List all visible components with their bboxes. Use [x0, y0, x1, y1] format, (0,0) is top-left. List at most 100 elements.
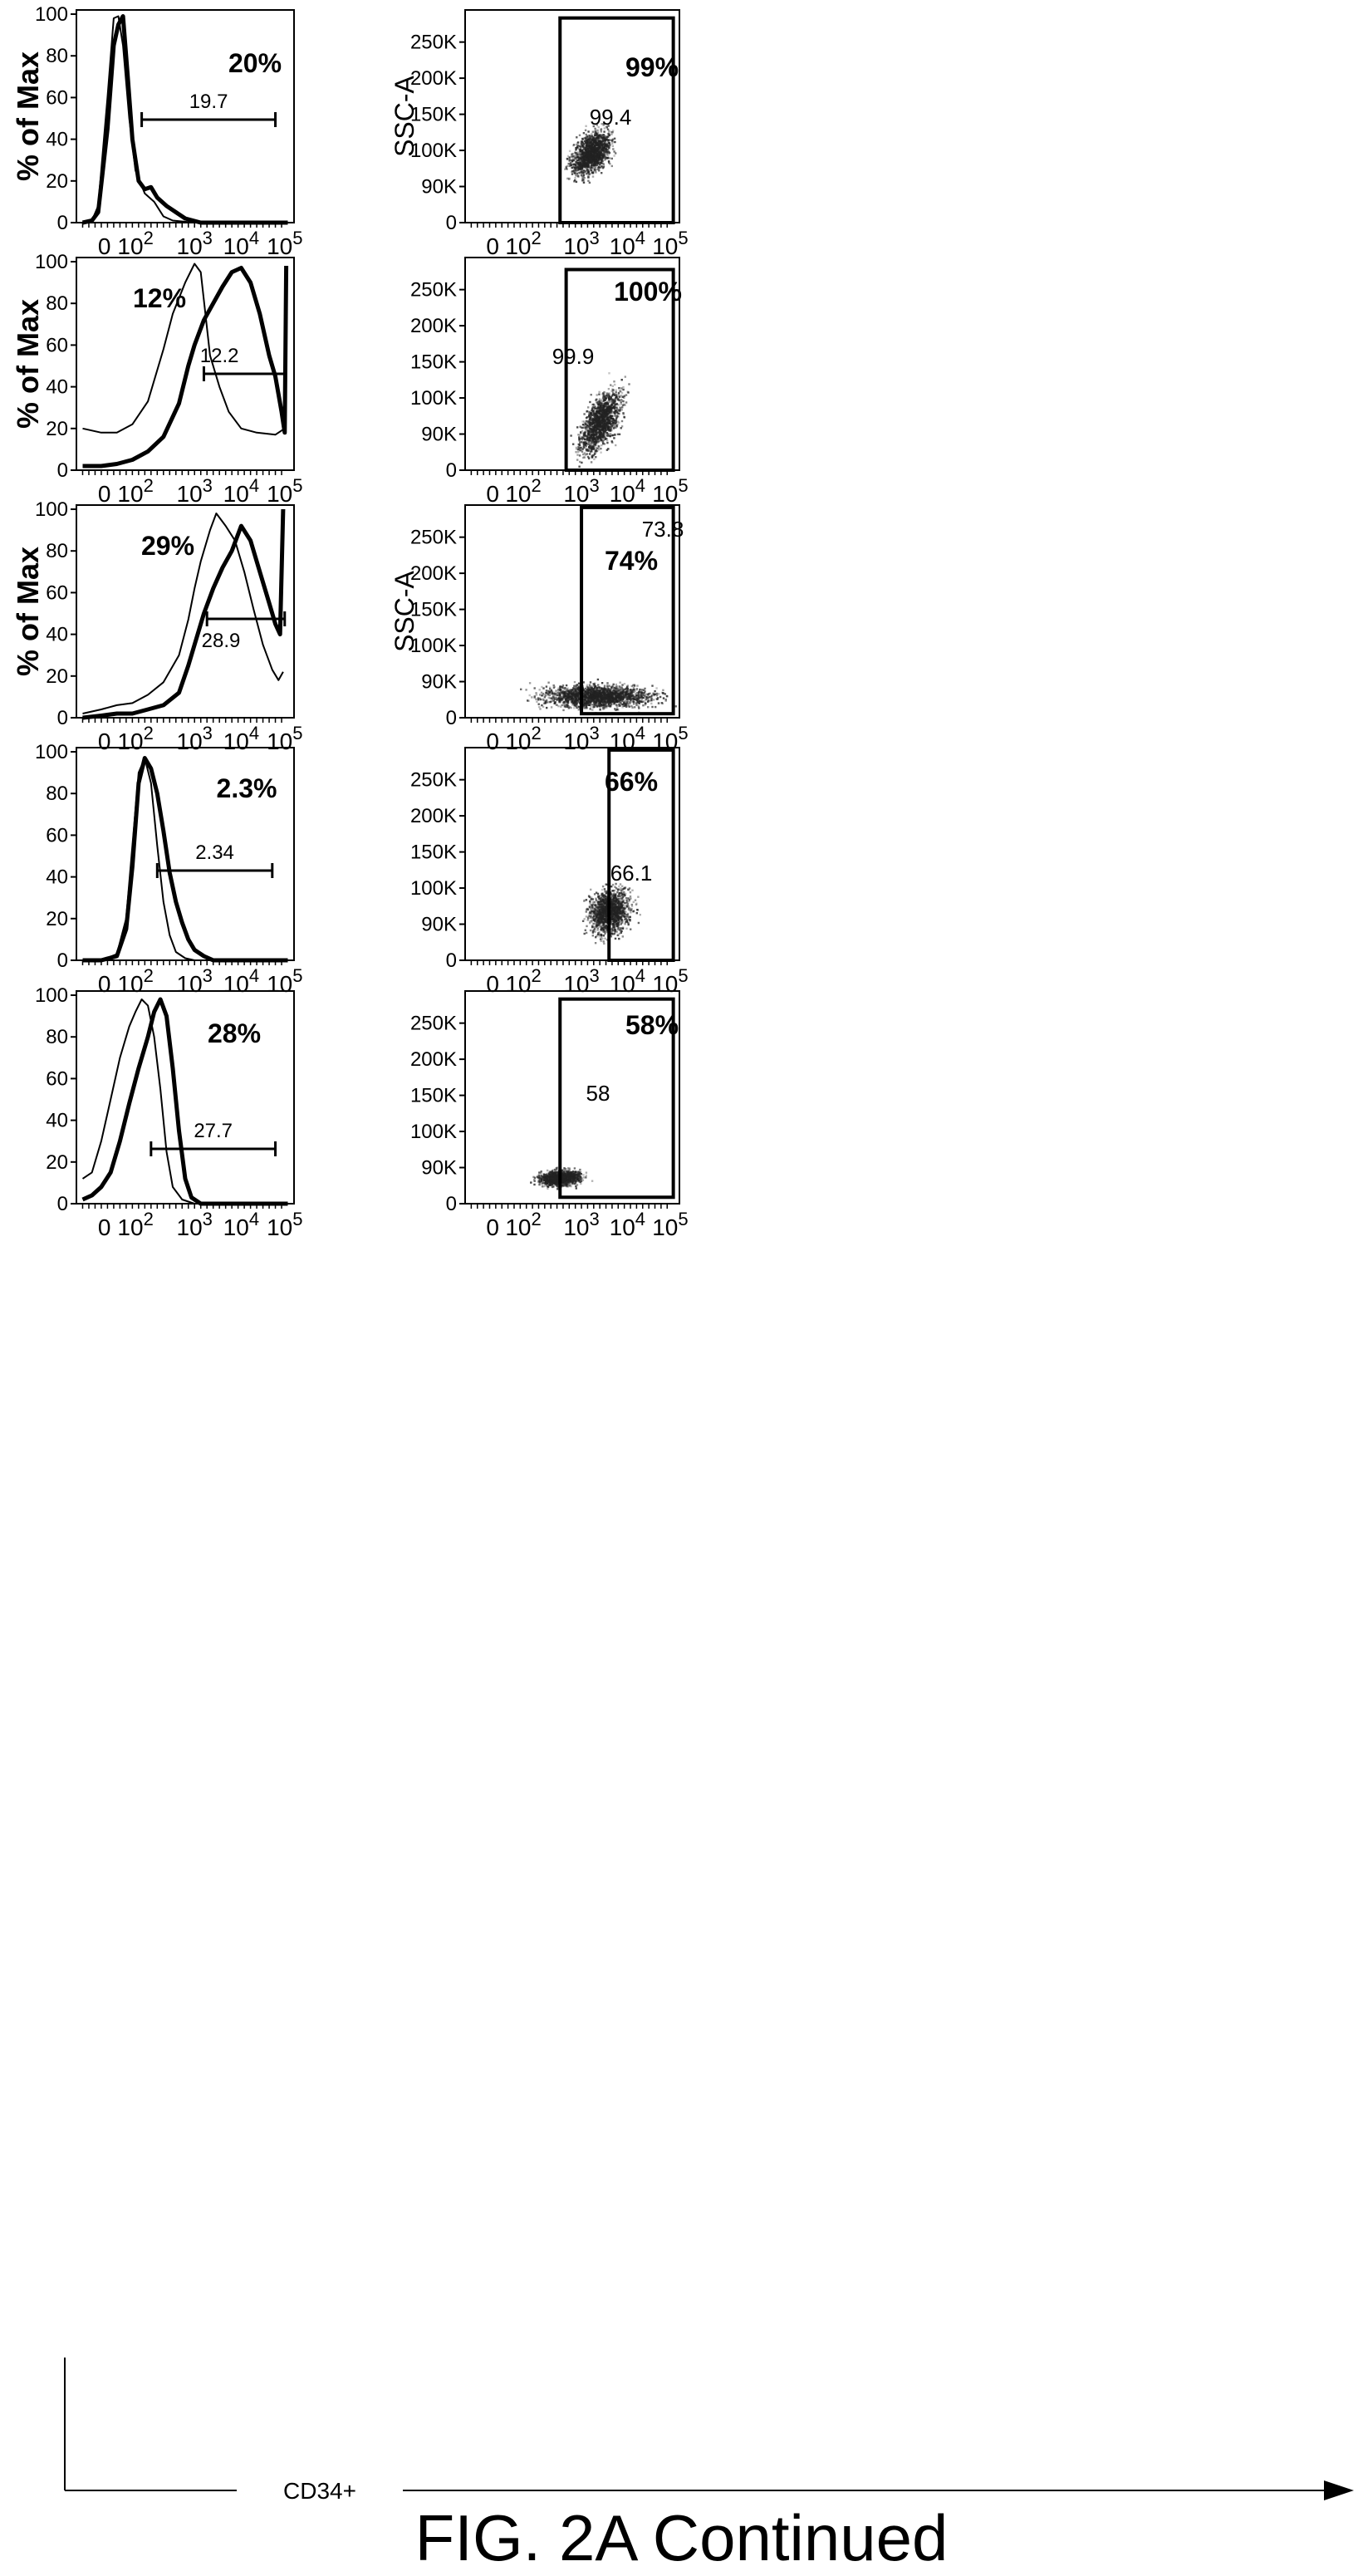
scatter-point [612, 434, 614, 436]
scatter-point [556, 704, 557, 705]
y-tick-label: 80 [46, 45, 68, 67]
scatter-point [581, 451, 583, 453]
scatter-point [615, 684, 617, 685]
scatter-point [579, 438, 581, 439]
y-tick-label: 0 [57, 212, 68, 234]
scatter-point [598, 391, 600, 393]
scatter-point [614, 138, 615, 140]
scatter-point [598, 394, 600, 395]
scatter-point [630, 705, 632, 707]
scatter-point [590, 138, 591, 140]
scatter-point [606, 438, 607, 439]
scatter-point [569, 156, 571, 158]
scatter-point [642, 704, 644, 706]
scatter-point [596, 162, 598, 164]
scatter-point [550, 700, 552, 702]
scatter-point [591, 151, 593, 153]
scatter-point [601, 130, 602, 132]
scatter-point [590, 708, 591, 709]
x-tick-label: 105 [267, 228, 302, 259]
scatter-point [610, 384, 611, 385]
scatter-point [597, 679, 599, 680]
scatter-point [586, 705, 587, 707]
scatter-point [596, 413, 597, 415]
y-tick-label: 100 [35, 498, 68, 521]
scatter-point [575, 161, 576, 163]
scatter-point [542, 687, 544, 689]
scatter-point [581, 441, 583, 443]
scatter-point [576, 136, 577, 138]
scatter-point [612, 385, 614, 387]
scatter-point [644, 688, 645, 689]
scatter-point [587, 434, 589, 435]
scatter-point [598, 440, 600, 442]
scatter-point [579, 444, 581, 445]
x-tick-label: 105 [652, 475, 688, 507]
scatter-point [615, 390, 617, 391]
scatter-point [601, 414, 603, 415]
scatter-point [578, 709, 580, 710]
y-tick-label: 0 [446, 707, 457, 729]
scatter-point [590, 424, 591, 425]
plot-frame [465, 10, 679, 223]
scatter-point [602, 397, 604, 399]
y-axis-label: SSC-A [390, 75, 419, 156]
scatter-point [585, 444, 586, 445]
scatter-point [573, 164, 575, 165]
scatter-point [654, 690, 655, 692]
x-tick-label: 0 [98, 481, 111, 507]
scatter-point [591, 144, 593, 145]
x-tick-label: 104 [610, 475, 645, 507]
scatter-point [595, 430, 596, 432]
scatter-point [617, 413, 619, 415]
y-tick-label: 40 [46, 624, 68, 646]
scatter-point [577, 175, 579, 177]
scatter-point [592, 158, 594, 159]
scatter-point [606, 705, 607, 707]
scatter-point [598, 447, 600, 449]
scatter-point [601, 432, 603, 434]
scatter-point [576, 156, 578, 158]
scatter-point [650, 699, 652, 701]
scatter-point [614, 141, 615, 143]
scatter-point [628, 383, 630, 385]
scatter-point [618, 392, 620, 394]
y-tick-label: 80 [46, 540, 68, 562]
scatter-point [608, 161, 610, 163]
scatter-point [604, 145, 606, 147]
scatter-point [617, 709, 619, 710]
scatter-point [608, 372, 610, 374]
scatter-point [595, 155, 596, 157]
scatter-point [581, 178, 583, 179]
scatter-point [633, 703, 635, 704]
scatter-point [579, 135, 581, 136]
scatter-point [584, 150, 586, 152]
scatter-point [606, 154, 607, 155]
scatter-point [527, 700, 529, 702]
scatter-point [617, 399, 619, 400]
scatter-point [587, 420, 589, 422]
scatter-point [607, 425, 609, 427]
scatter-point [616, 424, 618, 425]
scatter-point [596, 439, 597, 441]
scatter-point [594, 421, 596, 423]
scatter-point [582, 454, 584, 455]
scatter-point [599, 152, 601, 154]
x-tick-label: 105 [267, 965, 302, 997]
scatter-point [609, 423, 610, 424]
scatter-point [594, 428, 596, 429]
scatter-point [583, 152, 585, 154]
scatter-point [539, 708, 541, 709]
scatter-point [602, 167, 604, 169]
scatter-point [615, 423, 616, 424]
scatter-point [592, 404, 594, 405]
scatter-point [539, 689, 541, 690]
scatter-point [625, 401, 627, 403]
scatter-point [620, 395, 622, 396]
scatter-point [613, 155, 615, 156]
scatter-point [573, 685, 575, 687]
x-tick-label: 0 [98, 1214, 111, 1240]
scatter-point [620, 387, 622, 389]
